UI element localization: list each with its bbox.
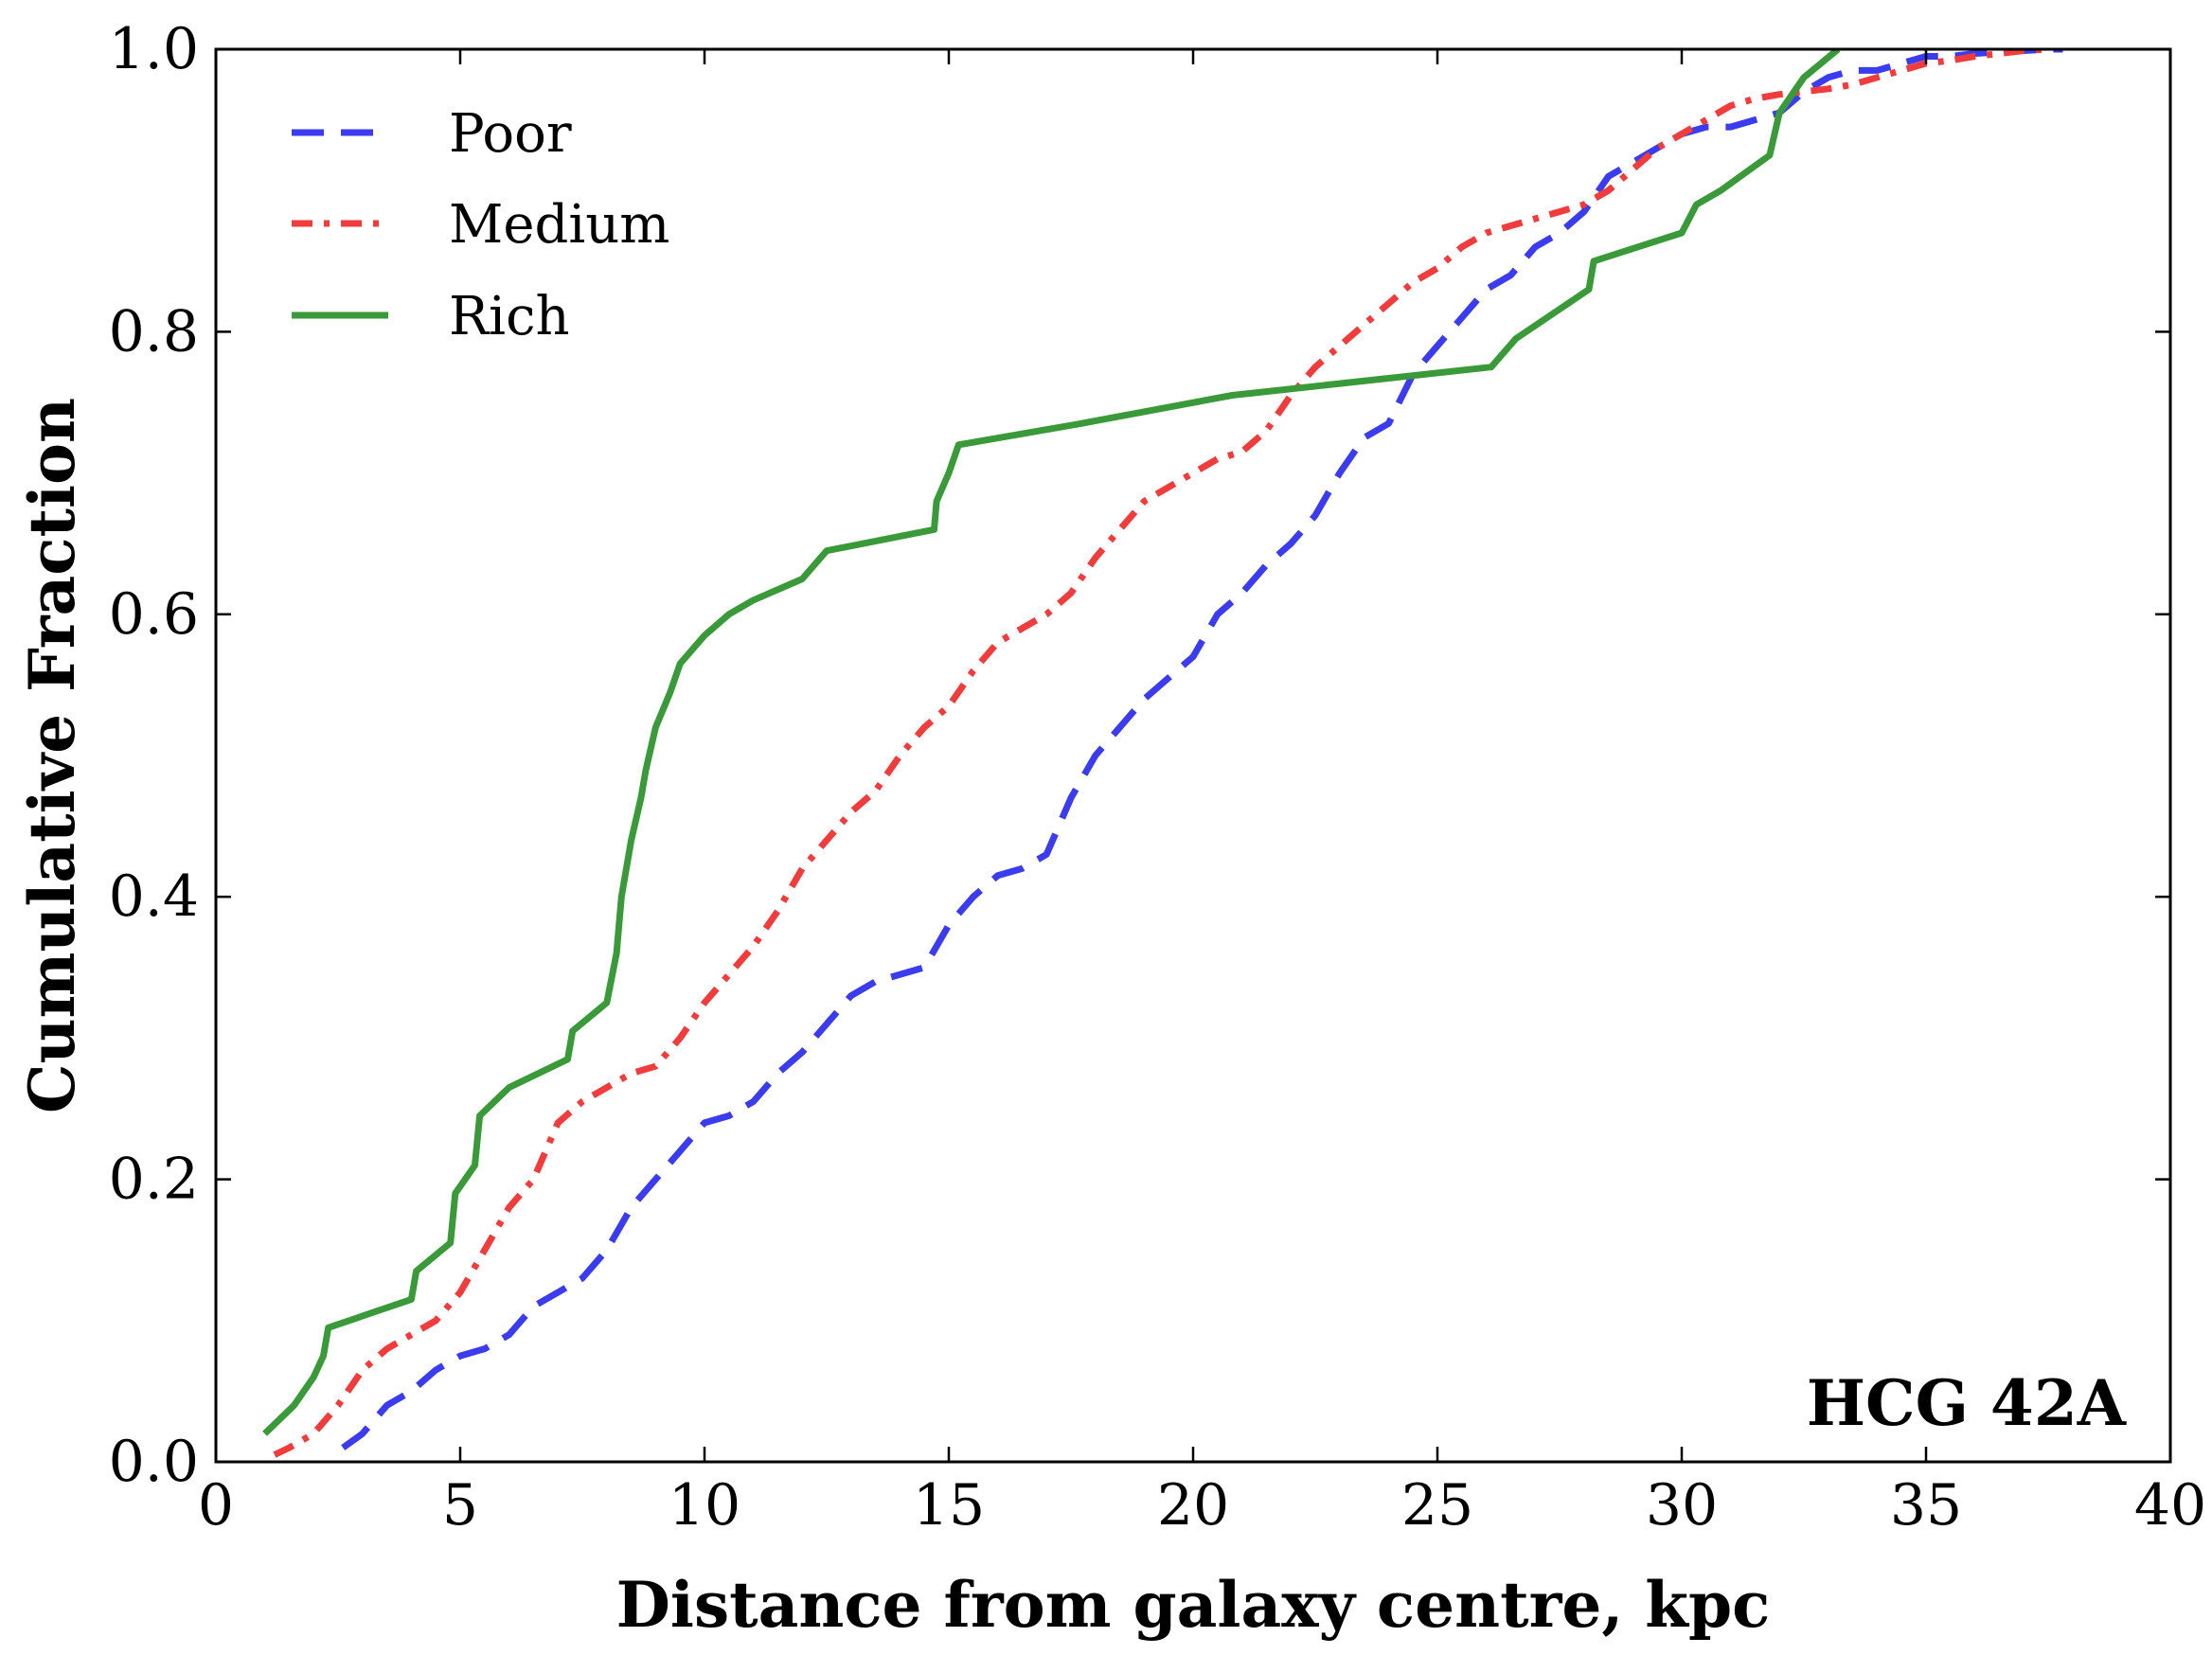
x-tick-label: 5 (442, 1472, 478, 1539)
y-tick-label: 1.0 (109, 16, 199, 82)
series-layer (262, 49, 2063, 1458)
y-axis-label: Cumulative Fraction (15, 398, 89, 1113)
series-line-rich (262, 49, 1841, 1436)
x-tick-label: 30 (1646, 1472, 1718, 1539)
legend-label-rich: Rich (449, 286, 570, 347)
legend-label-poor: Poor (449, 103, 572, 165)
y-tick-label: 0.8 (109, 298, 199, 365)
plot-frame (214, 47, 2172, 1464)
x-tick-label: 10 (669, 1472, 740, 1539)
ticks-layer (214, 47, 2172, 1464)
series-line-medium (273, 49, 2049, 1458)
x-tick-label: 0 (198, 1472, 234, 1539)
x-axis-label: Distance from galaxy centre, kpc (616, 1568, 1771, 1642)
y-tick-label: 0.0 (109, 1429, 199, 1495)
x-tick-label: 20 (1157, 1472, 1229, 1539)
x-tick-labels: 0 5 10 15 20 25 30 35 40 (198, 1472, 2206, 1539)
y-tick-labels: 0.0 0.2 0.4 0.6 0.8 1.0 (109, 16, 199, 1495)
y-tick-label: 0.6 (109, 581, 199, 648)
x-tick-label: 35 (1890, 1472, 1962, 1539)
legend-label-medium: Medium (449, 194, 669, 256)
y-tick-label: 0.4 (109, 863, 199, 930)
group-annotation: HCG 42A (1807, 1366, 2127, 1440)
x-tick-label: 25 (1401, 1472, 1473, 1539)
x-tick-label: 15 (913, 1472, 985, 1539)
legend: Poor Medium Rich (292, 103, 669, 347)
y-tick-label: 0.2 (109, 1147, 199, 1213)
x-tick-label: 40 (2134, 1472, 2206, 1539)
series-line-poor (341, 49, 2063, 1450)
